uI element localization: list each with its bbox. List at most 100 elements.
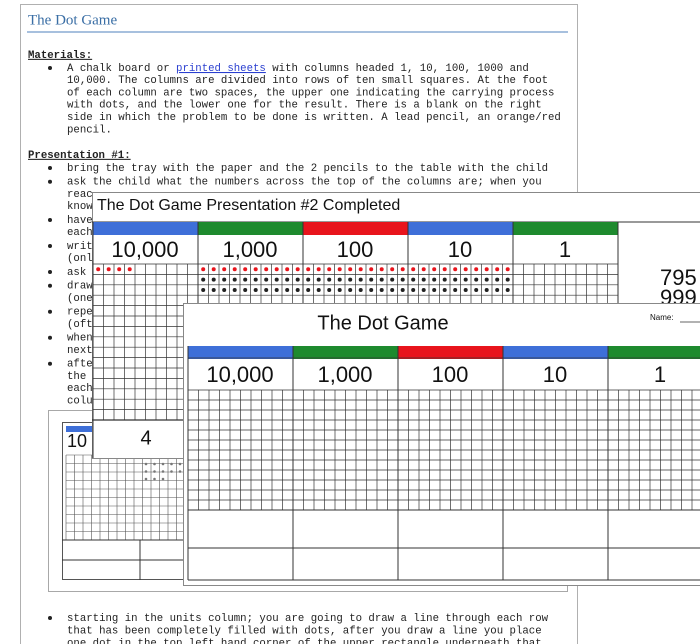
dot xyxy=(463,277,468,282)
dot xyxy=(222,277,227,282)
bullet-line: draw xyxy=(67,281,93,293)
dot xyxy=(421,288,426,292)
side-number: 795 xyxy=(660,265,697,290)
dot xyxy=(117,267,122,272)
bullet-line: ask the child what the numbers across th… xyxy=(67,177,542,189)
dot xyxy=(127,267,132,272)
dot xyxy=(358,288,363,292)
box xyxy=(608,346,700,359)
dot xyxy=(232,277,237,282)
bullet-line: ask xyxy=(67,267,86,279)
dot xyxy=(316,267,321,272)
dot xyxy=(369,267,374,272)
dot xyxy=(337,277,342,282)
paragraph-line: 10,000. The columns are divided into row… xyxy=(67,75,548,87)
dot xyxy=(222,288,227,292)
dot xyxy=(400,288,405,292)
paragraph-line: of each column are two spaces, the upper… xyxy=(67,87,554,99)
dot xyxy=(348,288,353,292)
column-label: 1 xyxy=(559,237,571,262)
box xyxy=(303,222,408,235)
dot xyxy=(178,462,182,466)
dot xyxy=(400,267,405,272)
dot xyxy=(474,288,479,292)
dot xyxy=(274,288,279,292)
bullet xyxy=(48,179,52,184)
box xyxy=(408,222,513,235)
dot xyxy=(144,462,148,466)
dot xyxy=(306,277,311,282)
bullet-line: one dot in the top left hand corner of t… xyxy=(67,638,542,644)
bullet xyxy=(48,309,52,314)
dot xyxy=(96,267,101,272)
dot xyxy=(178,470,182,473)
column-label: 100 xyxy=(337,237,374,262)
dot xyxy=(306,288,311,292)
dot xyxy=(379,277,384,282)
bullet xyxy=(48,66,52,70)
dot xyxy=(274,277,279,282)
name-label: Name: xyxy=(650,313,674,322)
dot xyxy=(211,288,216,292)
dot xyxy=(400,277,405,282)
dot xyxy=(285,267,290,272)
doc-title: The Dot Game xyxy=(28,12,117,28)
image-title: The Dot Game xyxy=(317,312,448,334)
dot xyxy=(505,277,510,282)
box xyxy=(188,346,293,359)
image-title: The Dot Game Presentation #2 Completed xyxy=(97,197,400,214)
column-label: 10 xyxy=(543,362,567,387)
dot xyxy=(264,288,269,292)
dot xyxy=(495,267,500,272)
dot xyxy=(106,267,111,272)
dot xyxy=(453,277,458,282)
column-label: 10,000 xyxy=(206,362,273,387)
section-heading: Presentation #1: xyxy=(28,150,131,162)
dot xyxy=(337,267,342,272)
dot xyxy=(453,267,458,272)
paragraph-line: A chalk board or printed sheets with col… xyxy=(67,63,529,75)
dot xyxy=(421,277,426,282)
dot xyxy=(358,277,363,282)
dot xyxy=(211,267,216,272)
bullet-line: writ xyxy=(67,241,93,253)
dot xyxy=(253,267,258,272)
dot xyxy=(161,477,165,481)
dot xyxy=(348,267,353,272)
bullet-line: that has been completely filled with dot… xyxy=(67,625,542,637)
dot xyxy=(285,277,290,282)
dot xyxy=(411,288,416,292)
dot xyxy=(144,470,148,473)
dot xyxy=(170,470,173,473)
dot xyxy=(390,277,395,282)
bullet xyxy=(48,270,52,274)
bullet xyxy=(48,218,52,222)
dot xyxy=(295,288,300,292)
bullet-line: bring the tray with the paper and the 2 … xyxy=(67,163,548,175)
dot xyxy=(161,462,165,466)
dot xyxy=(495,277,500,282)
dot xyxy=(411,267,416,272)
link[interactable]: printed sheets xyxy=(176,63,266,75)
bullet-line: the xyxy=(67,371,86,383)
dot xyxy=(201,288,206,292)
text-run: A chalk board or xyxy=(67,63,170,75)
column-label: 100 xyxy=(432,362,469,387)
box xyxy=(183,303,700,586)
dot xyxy=(474,277,479,282)
dot xyxy=(484,277,489,282)
dot xyxy=(243,267,248,272)
dot xyxy=(144,477,148,481)
dot xyxy=(505,267,510,272)
dot xyxy=(161,470,165,473)
section-heading: Materials: xyxy=(28,50,92,62)
bullet-line: know xyxy=(67,201,93,213)
column-label: 10 xyxy=(67,431,87,451)
paragraph-line: side in which the problem to be done is … xyxy=(67,112,561,124)
bullet-line: each xyxy=(67,227,93,239)
dot xyxy=(327,267,332,272)
bullet xyxy=(48,283,52,288)
dot xyxy=(201,277,206,282)
dot xyxy=(253,277,258,282)
